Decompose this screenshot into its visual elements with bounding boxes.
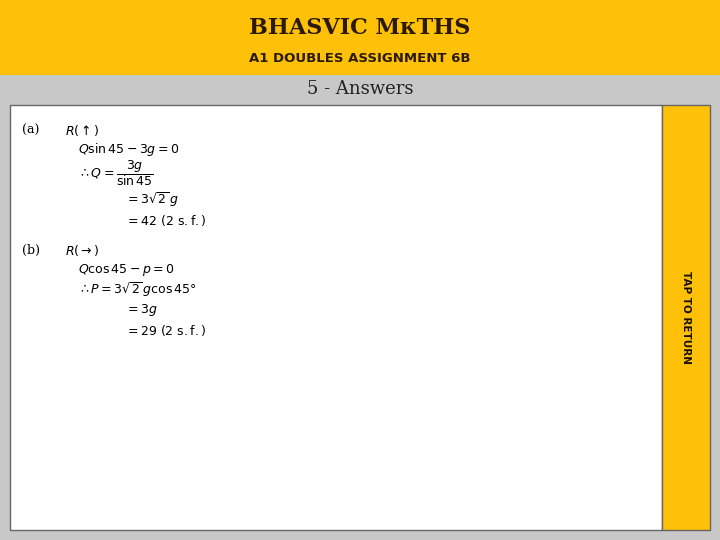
Text: (a): (a) — [22, 124, 40, 137]
Text: BHASVIC MκTHS: BHASVIC MκTHS — [249, 17, 471, 39]
Bar — [662, 105, 710, 530]
Bar — [0, 0, 720, 75]
Text: A1 DOUBLES ASSIGNMENT 6B: A1 DOUBLES ASSIGNMENT 6B — [249, 52, 471, 65]
Text: $= 42\ (2\ \mathrm{s.f.})$: $= 42\ (2\ \mathrm{s.f.})$ — [125, 213, 207, 227]
Text: $Q\cos 45 - p = 0$: $Q\cos 45 - p = 0$ — [78, 262, 174, 278]
Text: $= 3\sqrt{2}\,g$: $= 3\sqrt{2}\,g$ — [125, 191, 179, 210]
Text: 5 - Answers: 5 - Answers — [307, 80, 413, 98]
Text: $Q\sin 45 - 3g = 0$: $Q\sin 45 - 3g = 0$ — [78, 141, 179, 159]
Text: $R(\uparrow)$: $R(\uparrow)$ — [65, 123, 99, 138]
Bar — [10, 105, 662, 530]
Text: $\therefore Q = \dfrac{3g}{\sin 45}$: $\therefore Q = \dfrac{3g}{\sin 45}$ — [78, 158, 154, 188]
Text: (b): (b) — [22, 244, 40, 256]
Text: $\therefore P = 3\sqrt{2}\,g\cos 45°$: $\therefore P = 3\sqrt{2}\,g\cos 45°$ — [78, 281, 197, 299]
Text: $= 3g$: $= 3g$ — [125, 302, 158, 318]
Text: $R(\rightarrow)$: $R(\rightarrow)$ — [65, 242, 99, 258]
Text: TAP TO RETURN: TAP TO RETURN — [681, 271, 691, 364]
Text: $= 29\ (2\ \mathrm{s.f.})$: $= 29\ (2\ \mathrm{s.f.})$ — [125, 322, 207, 338]
